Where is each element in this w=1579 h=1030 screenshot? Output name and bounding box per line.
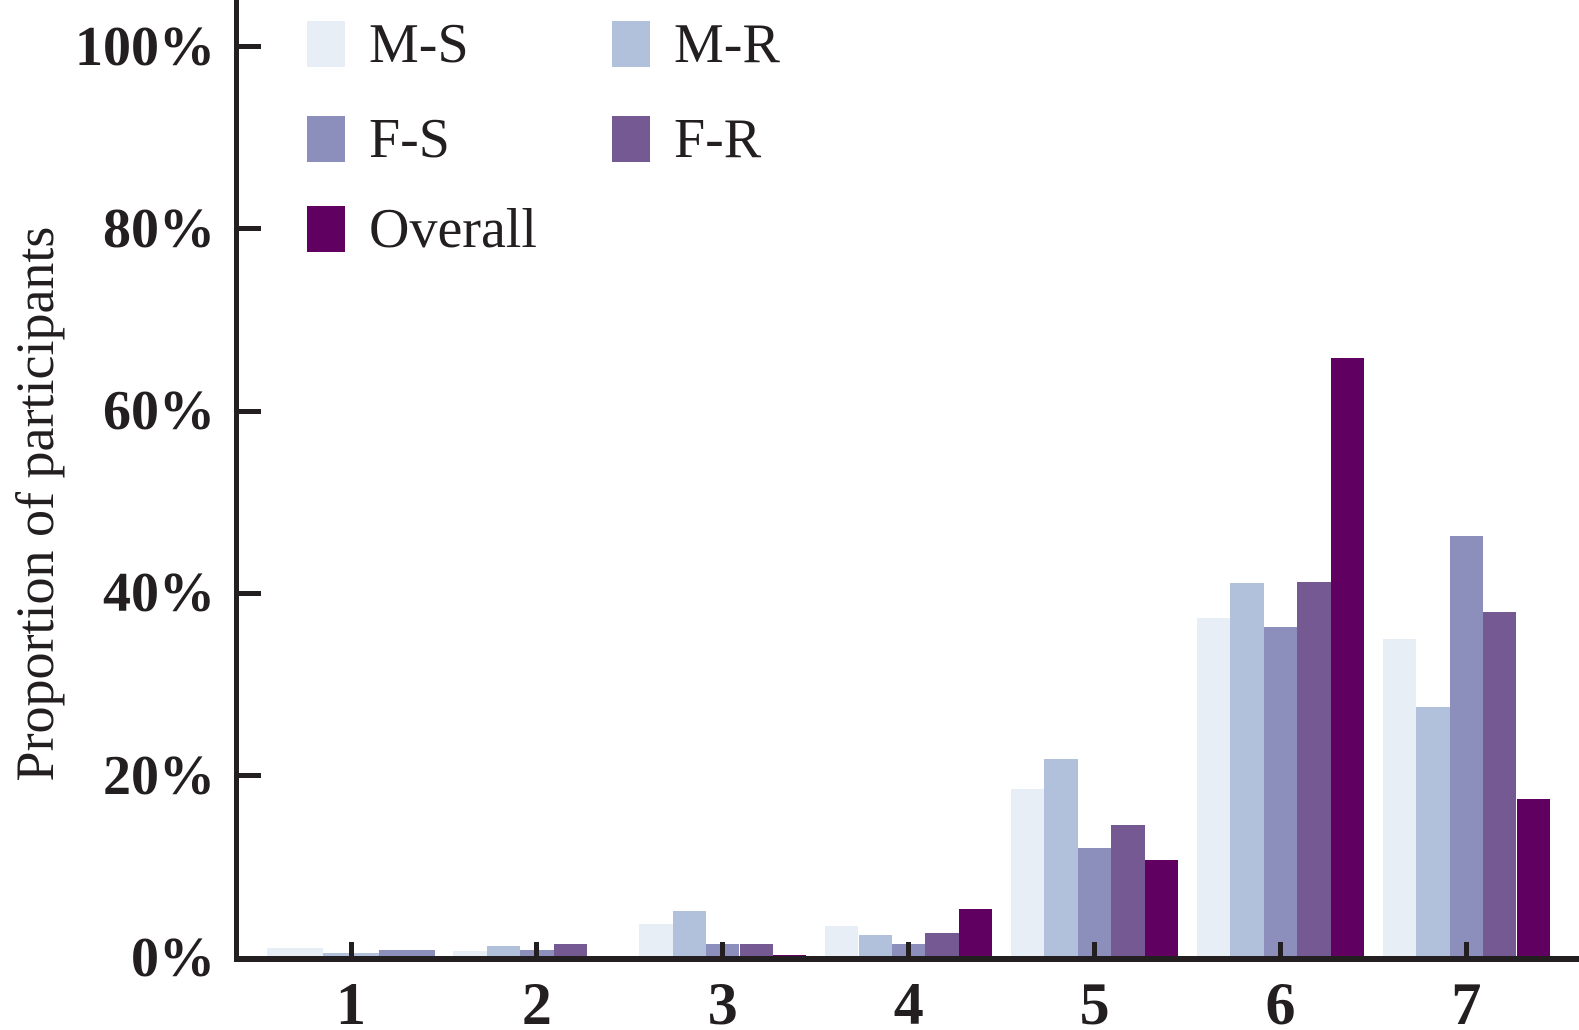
y-tick-label-20: 20% — [103, 744, 215, 807]
bar-M-S-category-2 — [453, 950, 487, 958]
x-tick-label-6: 6 — [1265, 971, 1296, 1030]
y-axis-title: Proportion of participants — [5, 226, 65, 782]
bar-Overall-category-5 — [1144, 859, 1179, 958]
bar-M-S-category-4 — [825, 926, 859, 958]
legend-item-F-S: F-S — [307, 111, 450, 167]
y-tick-label-40: 40% — [103, 562, 215, 625]
bar-F-R-category-6 — [1297, 581, 1331, 958]
x-tick-mark-4 — [906, 942, 912, 956]
x-tick-mark-2 — [534, 942, 540, 956]
y-tick-label-0: 0% — [131, 927, 215, 989]
bar-M-R-category-6 — [1230, 583, 1264, 958]
bar-F-R-category-2 — [553, 944, 587, 958]
legend-item-M-R: M-R — [612, 16, 780, 72]
y-axis-line — [234, 0, 239, 962]
y-tick-mark-80 — [239, 226, 261, 232]
bar-F-S-category-5 — [1077, 847, 1112, 958]
y-tick-mark-40 — [239, 590, 261, 596]
y-tick-mark-20 — [239, 773, 261, 779]
y-tick-label-60: 60% — [103, 380, 215, 443]
bar-F-S-category-1 — [378, 949, 435, 958]
legend-label-F-R: F-R — [674, 108, 762, 170]
y-tick-mark-60 — [239, 408, 261, 414]
x-axis-line — [234, 956, 1579, 962]
x-tick-label-4: 4 — [893, 971, 924, 1030]
x-tick-mark-1 — [348, 942, 354, 956]
bar-M-R-category-2 — [486, 946, 521, 958]
legend-swatch-F-S — [307, 116, 345, 162]
bar-M-R-category-5 — [1044, 759, 1078, 958]
x-tick-label-7: 7 — [1451, 971, 1482, 1030]
legend-swatch-M-R — [612, 21, 650, 67]
legend-label-M-S: M-S — [369, 13, 469, 75]
bar-F-R-category-4 — [925, 933, 959, 958]
legend-item-Overall: Overall — [307, 201, 537, 257]
bar-F-R-category-3 — [739, 944, 773, 958]
bar-M-R-category-4 — [858, 935, 892, 958]
bar-Overall-category-4 — [958, 908, 993, 958]
x-tick-label-5: 5 — [1079, 971, 1110, 1030]
legend-item-M-S: M-S — [307, 16, 469, 72]
y-tick-mark-100 — [239, 44, 261, 49]
x-tick-mark-6 — [1278, 942, 1283, 956]
x-tick-label-2: 2 — [521, 971, 552, 1030]
bar-F-R-category-7 — [1483, 611, 1517, 958]
bar-M-S-category-1 — [267, 948, 324, 958]
legend-label-Overall: Overall — [369, 198, 537, 260]
y-tick-label-100: 100% — [75, 15, 215, 78]
x-tick-mark-3 — [720, 942, 726, 956]
legend-label-M-R: M-R — [674, 13, 780, 75]
bar-F-R-category-5 — [1111, 824, 1145, 958]
legend-swatch-Overall — [307, 206, 345, 252]
legend-item-F-R: F-R — [612, 111, 761, 167]
legend-swatch-F-R — [612, 116, 650, 162]
bar-M-R-category-3 — [672, 910, 706, 958]
bar-Overall-category-6 — [1330, 358, 1365, 958]
bar-M-S-category-6 — [1196, 618, 1231, 958]
x-tick-mark-7 — [1463, 942, 1469, 956]
bar-M-R-category-7 — [1416, 707, 1450, 958]
bar-M-S-category-3 — [639, 924, 673, 958]
bar-M-S-category-7 — [1382, 639, 1417, 958]
bar-M-S-category-5 — [1011, 788, 1045, 958]
y-tick-label-80: 80% — [103, 197, 215, 260]
legend-swatch-M-S — [307, 21, 345, 67]
bar-Overall-category-7 — [1516, 798, 1550, 958]
x-tick-label-3: 3 — [707, 971, 738, 1030]
x-tick-mark-5 — [1092, 942, 1098, 956]
bar-F-S-category-6 — [1263, 627, 1298, 958]
bar-F-S-category-7 — [1449, 536, 1484, 958]
legend-label-F-S: F-S — [369, 108, 450, 170]
x-tick-label-1: 1 — [336, 971, 366, 1030]
